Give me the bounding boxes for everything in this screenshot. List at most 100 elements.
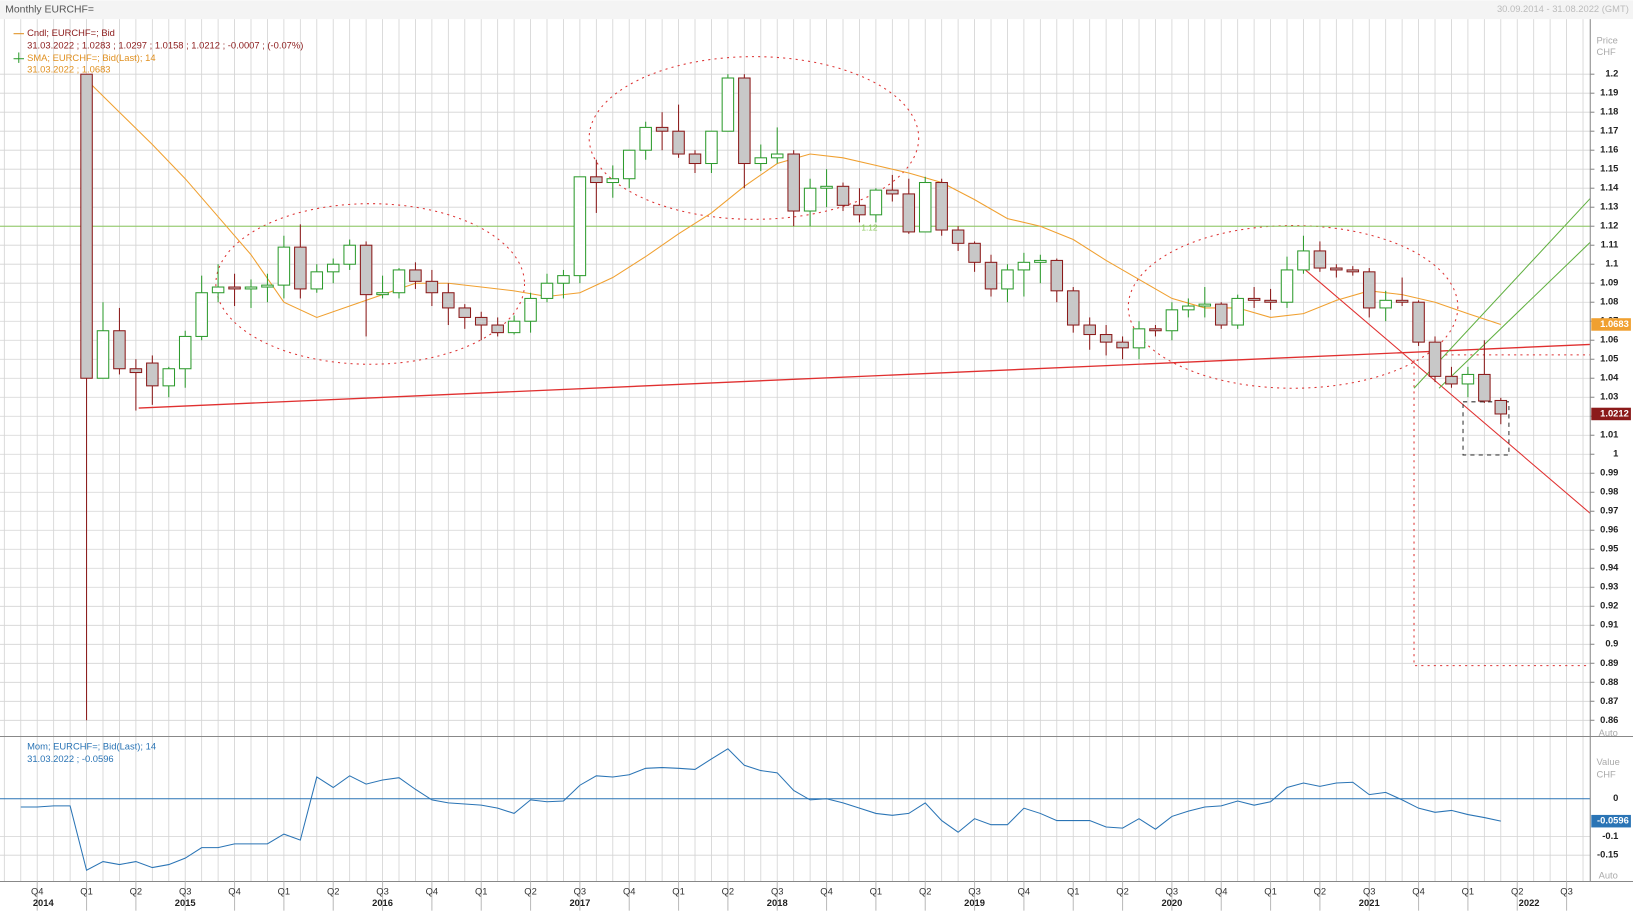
candle-body — [853, 204, 866, 216]
y-tick-label: 0.92 — [1600, 601, 1618, 611]
y-axis-label: CHF — [1597, 47, 1617, 57]
candle-body — [573, 176, 587, 277]
y-auto: Auto — [1599, 728, 1618, 738]
candle-body — [277, 246, 291, 286]
candle-body — [1050, 259, 1064, 292]
value-badge — [1591, 318, 1631, 331]
x-tick-label: Q4 — [31, 886, 44, 896]
candle-body — [244, 286, 258, 290]
momentum-line — [20, 748, 1501, 871]
y-tick-label: 0.99 — [1600, 468, 1618, 478]
candle-body — [1182, 305, 1195, 311]
candle-body — [507, 320, 521, 334]
candle-body — [1083, 324, 1096, 336]
y-tick-label: 1.17 — [1600, 126, 1618, 136]
candle-body — [1231, 297, 1244, 326]
x-tick-label: Q2 — [1511, 886, 1524, 896]
candle-body — [1330, 267, 1343, 271]
x-year-label: 2014 — [33, 898, 55, 908]
candle-body — [754, 157, 768, 165]
candle-body — [491, 324, 504, 334]
y-tick-label: 1.01 — [1600, 430, 1618, 440]
candle-body — [195, 292, 208, 337]
candle-body — [1165, 309, 1179, 332]
y-axis-label: Price — [1597, 35, 1618, 45]
candle-body — [935, 181, 948, 231]
candle-body — [820, 185, 833, 189]
y-tick-label: 0.88 — [1600, 677, 1618, 687]
candle-body — [1017, 261, 1031, 271]
candle-body — [458, 307, 472, 318]
candle-body — [721, 77, 735, 132]
candle-body — [1099, 334, 1113, 343]
y-tick-label: 1.04 — [1600, 373, 1619, 383]
candle-body — [1001, 269, 1014, 290]
candle-body — [1066, 290, 1080, 326]
y-tick-label: 0.87 — [1600, 696, 1618, 706]
y-tick-label: 1.15 — [1600, 164, 1618, 174]
x-tick-label: Q3 — [1560, 886, 1573, 896]
candle-body — [1428, 341, 1442, 377]
legend-entry: Cndl; EURCHF=; Bid — [27, 28, 115, 38]
candle-body — [326, 263, 340, 273]
candle-body — [902, 193, 916, 233]
candle-body — [1445, 375, 1458, 385]
y-tick-label: 0.98 — [1600, 487, 1618, 497]
y-tick-label: 1.1 — [1605, 259, 1618, 269]
y-axis-label: CHF — [1597, 770, 1617, 780]
candle-body — [622, 149, 636, 180]
y-tick-label: 0 — [1613, 793, 1618, 803]
candle-body — [1116, 341, 1129, 349]
value-badge-label: -0.0596 — [1597, 816, 1629, 826]
grid — [0, 19, 1595, 882]
x-year-label: 2021 — [1359, 898, 1380, 908]
y-tick-label: -0.15 — [1597, 850, 1618, 860]
legend: Cndl; EURCHF=; Bid 31.03.2022 ; 1.0283 ;… — [13, 28, 303, 764]
value-badge-label: 1.0212 — [1600, 408, 1629, 418]
x-tick-label: Q1 — [1067, 886, 1080, 896]
candle-body — [442, 292, 455, 309]
candle-body — [261, 284, 274, 288]
candle-body — [1494, 399, 1508, 415]
candle-body — [178, 335, 192, 370]
y-tick-label: 1.12 — [1600, 221, 1618, 231]
candle-body — [968, 242, 981, 263]
value-badge — [1591, 814, 1631, 828]
x-tick-label: Q1 — [1462, 886, 1475, 896]
candle-body — [1461, 373, 1475, 385]
trend-line — [138, 343, 1591, 409]
candle-body — [474, 316, 488, 326]
candle-body — [672, 130, 685, 155]
channel-line — [1413, 198, 1591, 389]
candle-body — [1379, 299, 1392, 309]
y-tick-label: 1 — [1613, 449, 1618, 459]
candle-body — [409, 269, 422, 282]
x-tick-label: Q1 — [870, 886, 883, 896]
candle-body — [129, 368, 143, 374]
y-tick-label: 0.95 — [1600, 544, 1618, 554]
x-tick-label: Q4 — [1018, 886, 1031, 896]
candle-body — [113, 330, 126, 370]
candle-body — [557, 275, 570, 284]
ellipse — [588, 56, 920, 220]
y-tick-label: 0.97 — [1600, 506, 1618, 516]
y-auto: Auto — [1599, 871, 1618, 881]
candle-body — [1478, 373, 1491, 402]
candle-body — [162, 368, 176, 387]
x-year-label: 2018 — [767, 898, 788, 908]
candle-body — [1132, 328, 1146, 349]
x-tick-label: Q2 — [524, 886, 537, 896]
candle-body — [211, 286, 225, 294]
candle-body — [1198, 303, 1212, 307]
ellipse — [1127, 225, 1459, 389]
x-tick-label: Q2 — [1116, 886, 1129, 896]
x-tick-label: Q4 — [623, 886, 636, 896]
candle-body — [738, 77, 751, 165]
candle-body — [951, 229, 965, 244]
candle-body — [80, 73, 93, 379]
x-year-label: 2019 — [964, 898, 985, 908]
plot: 1.12 — [0, 73, 1591, 871]
header-bar — [0, 0, 1633, 20]
legend-entry: 31.03.2022 ; 1.0283 ; 1.0297 ; 1.0158 ; … — [27, 41, 303, 51]
